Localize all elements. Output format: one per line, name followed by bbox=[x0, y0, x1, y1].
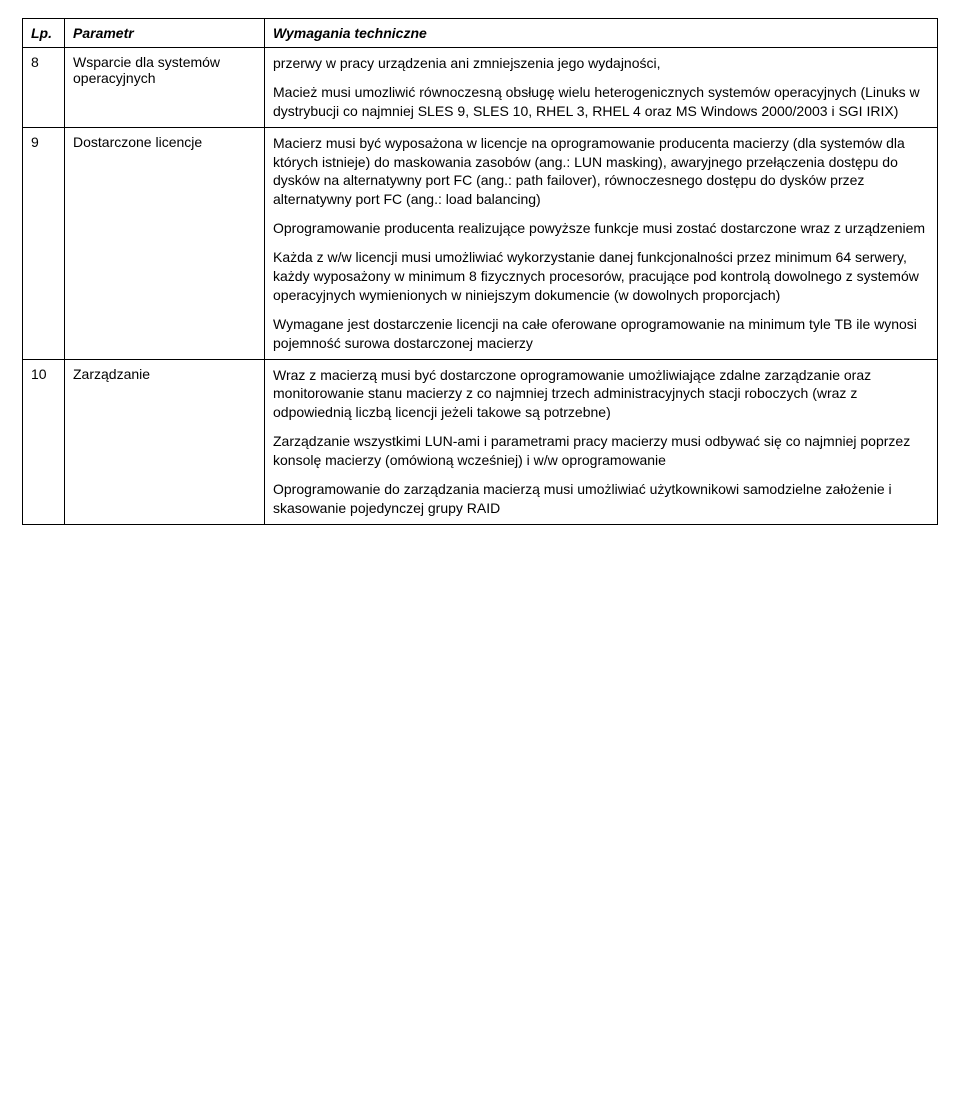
req-paragraph: Wymagane jest dostarczenie licencji na c… bbox=[273, 315, 929, 353]
header-lp: Lp. bbox=[23, 19, 65, 48]
header-req: Wymagania techniczne bbox=[265, 19, 938, 48]
req-paragraph: Oprogramowanie producenta realizujące po… bbox=[273, 219, 929, 238]
spec-table: Lp. Parametr Wymagania techniczne 8 Wspa… bbox=[22, 18, 938, 525]
cell-lp: 8 bbox=[23, 48, 65, 128]
req-paragraph: Wraz z macierzą musi być dostarczone opr… bbox=[273, 366, 929, 423]
header-param: Parametr bbox=[65, 19, 265, 48]
cell-param: Zarządzanie bbox=[65, 359, 265, 524]
cell-param: Dostarczone licencje bbox=[65, 127, 265, 359]
req-paragraph: Każda z w/w licencji musi umożliwiać wyk… bbox=[273, 248, 929, 305]
cell-req: przerwy w pracy urządzenia ani zmniejsze… bbox=[265, 48, 938, 128]
req-paragraph: Macierz musi być wyposażona w licencje n… bbox=[273, 134, 929, 210]
table-row: 8 Wsparcie dla systemów operacyjnych prz… bbox=[23, 48, 938, 128]
cell-lp: 10 bbox=[23, 359, 65, 524]
cell-req: Wraz z macierzą musi być dostarczone opr… bbox=[265, 359, 938, 524]
req-paragraph: przerwy w pracy urządzenia ani zmniejsze… bbox=[273, 54, 929, 73]
cell-lp: 9 bbox=[23, 127, 65, 359]
table-header-row: Lp. Parametr Wymagania techniczne bbox=[23, 19, 938, 48]
req-paragraph: Macież musi umozliwić równoczesną obsług… bbox=[273, 83, 929, 121]
req-paragraph: Zarządzanie wszystkimi LUN-ami i paramet… bbox=[273, 432, 929, 470]
table-row: 9 Dostarczone licencje Macierz musi być … bbox=[23, 127, 938, 359]
cell-param: Wsparcie dla systemów operacyjnych bbox=[65, 48, 265, 128]
req-paragraph: Oprogramowanie do zarządzania macierzą m… bbox=[273, 480, 929, 518]
cell-req: Macierz musi być wyposażona w licencje n… bbox=[265, 127, 938, 359]
table-row: 10 Zarządzanie Wraz z macierzą musi być … bbox=[23, 359, 938, 524]
